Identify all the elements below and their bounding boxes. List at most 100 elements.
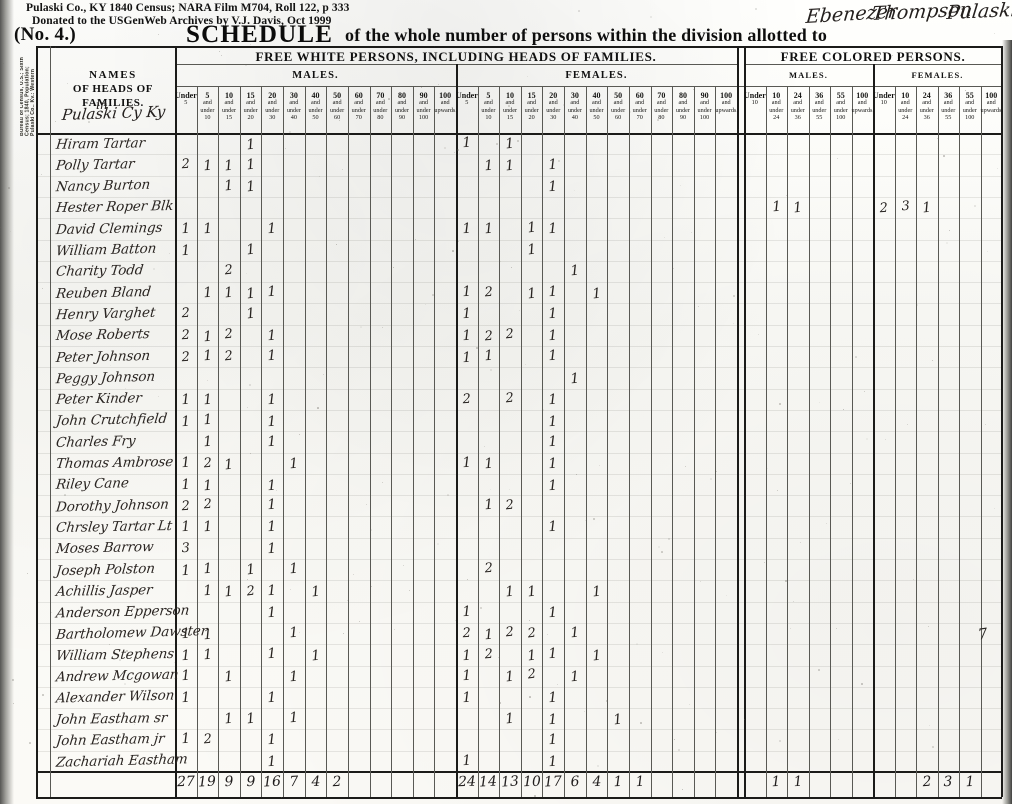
scan-speck <box>192 1 194 3</box>
white-female-total: 6 <box>569 773 580 791</box>
scan-speck <box>664 237 665 238</box>
grid-vline <box>628 86 630 797</box>
scan-speck <box>585 520 586 521</box>
white-female-age-header-8: 60 and under 70 <box>629 91 651 122</box>
scan-speck <box>425 304 426 305</box>
white-female-tally-cell: 1 <box>504 710 516 728</box>
age-header-words: and under 30 <box>265 99 280 122</box>
scan-speck <box>662 652 663 653</box>
colored-male-age-header-0: Under 10 <box>744 91 766 107</box>
head-of-family-name: Nancy Burton <box>55 176 151 196</box>
white-female-tally-cell: 1 <box>548 391 559 409</box>
white-female-age-header-12: 100 and upwards. <box>715 91 738 114</box>
white-male-total: 9 <box>245 773 256 791</box>
white-male-tally-cell: 1 <box>267 477 278 494</box>
scan-speck <box>452 250 454 252</box>
white-male-tally-cell: 1 <box>288 560 300 578</box>
scan-speck <box>0 96 1 97</box>
scan-speck <box>576 474 577 475</box>
scan-speck <box>0 227 2 229</box>
white-female-tally-cell: 1 <box>461 454 472 472</box>
white-female-total: 24 <box>457 773 476 791</box>
scan-speck <box>128 225 129 226</box>
white-female-age-header-1: 5 and under 10 <box>478 91 500 122</box>
white-male-tally-cell: 1 <box>202 626 213 644</box>
white-female-total: 10 <box>522 773 541 791</box>
colored-male-age-header-1: 10 and under 24 <box>766 91 788 122</box>
age-header-number: 36 <box>944 91 953 100</box>
head-of-family-name: Alexander Wilson <box>55 687 175 707</box>
colored-male-total: 1 <box>771 773 782 791</box>
grid-hline <box>36 771 1002 773</box>
scan-speck <box>672 582 673 583</box>
scan-speck <box>124 683 126 685</box>
age-header-words: and under 36 <box>919 99 934 122</box>
white-male-tally-cell: 1 <box>245 178 257 196</box>
group-header-free-white: FREE WHITE PERSONS, INCLUDING HEADS OF F… <box>255 49 657 64</box>
grid-vline <box>744 46 746 797</box>
age-header-number: 80 <box>678 91 687 100</box>
age-header-number: Under <box>456 91 478 100</box>
scan-speck <box>574 190 575 191</box>
white-male-age-header-6: 40 and under 50 <box>305 91 327 122</box>
scan-speck <box>685 466 687 468</box>
white-female-tally-cell: 2 <box>505 326 515 343</box>
white-male-total: 27 <box>176 773 195 791</box>
white-female-total: 17 <box>543 773 563 791</box>
scan-speck <box>290 589 291 590</box>
scan-speck <box>359 621 360 622</box>
scan-speck <box>673 268 675 270</box>
age-header-words: and under 20 <box>524 99 539 122</box>
scan-speck <box>245 64 247 66</box>
age-header-words: 5 <box>184 99 188 107</box>
scan-speck <box>700 581 702 583</box>
scan-speck <box>997 168 998 169</box>
age-header-words: and upwards. <box>715 99 738 114</box>
white-male-total: 9 <box>224 773 235 791</box>
grid-vline <box>894 86 896 797</box>
age-header-words: and under 10 <box>481 99 496 122</box>
white-male-tally-cell: 1 <box>267 220 278 238</box>
white-female-tally-cell: 2 <box>505 390 515 406</box>
scan-speck <box>126 650 128 652</box>
grid-vline <box>873 64 875 797</box>
scan-speck <box>680 185 682 187</box>
white-female-tally-cell: 1 <box>548 689 559 707</box>
head-of-family-name: Reuben Bland <box>55 283 152 302</box>
scan-speck <box>437 543 439 545</box>
head-of-family-name: Hiram Tartar <box>55 134 146 153</box>
age-header-words: 10 <box>880 99 887 107</box>
age-header-number: 100 <box>439 91 452 100</box>
row-separator <box>36 665 1002 667</box>
scan-speck <box>3 63 4 64</box>
scan-speck <box>157 719 159 721</box>
head-of-family-name: Henry Varghet <box>55 304 157 324</box>
scan-speck <box>861 683 863 685</box>
names-column-header: NAMES OF HEADS OF FAMILIES. <box>52 68 174 110</box>
colored-female-age-header-3: 36 and under 55 <box>938 91 960 122</box>
scan-speck <box>87 355 88 356</box>
age-header-number: 40 <box>592 91 601 100</box>
white-male-tally-cell: 1 <box>223 456 235 473</box>
row-separator <box>36 367 1002 369</box>
scan-speck <box>360 326 362 328</box>
white-male-tally-cell: 3 <box>181 540 191 556</box>
white-male-tally-cell: 1 <box>202 284 213 302</box>
grid-vline <box>477 86 479 797</box>
scan-speck <box>285 148 287 150</box>
grid-vline <box>851 86 853 797</box>
white-male-tally-cell: 1 <box>180 625 191 643</box>
scan-speck <box>246 273 247 274</box>
head-of-family-name: Chrsley Tartar Lt <box>55 517 173 536</box>
grid-vline <box>765 86 767 797</box>
row-separator <box>36 729 1002 731</box>
age-header-words: 10 <box>751 99 758 107</box>
grid-vline <box>937 86 939 797</box>
scan-speck <box>347 600 349 602</box>
age-header-words: 5 <box>465 99 469 107</box>
white-female-tally-cell: 1 <box>461 667 472 685</box>
scan-speck <box>490 489 492 491</box>
colored-male-total: 1 <box>792 773 803 791</box>
age-header-words: and under 24 <box>769 99 784 122</box>
scan-speck <box>629 111 631 113</box>
